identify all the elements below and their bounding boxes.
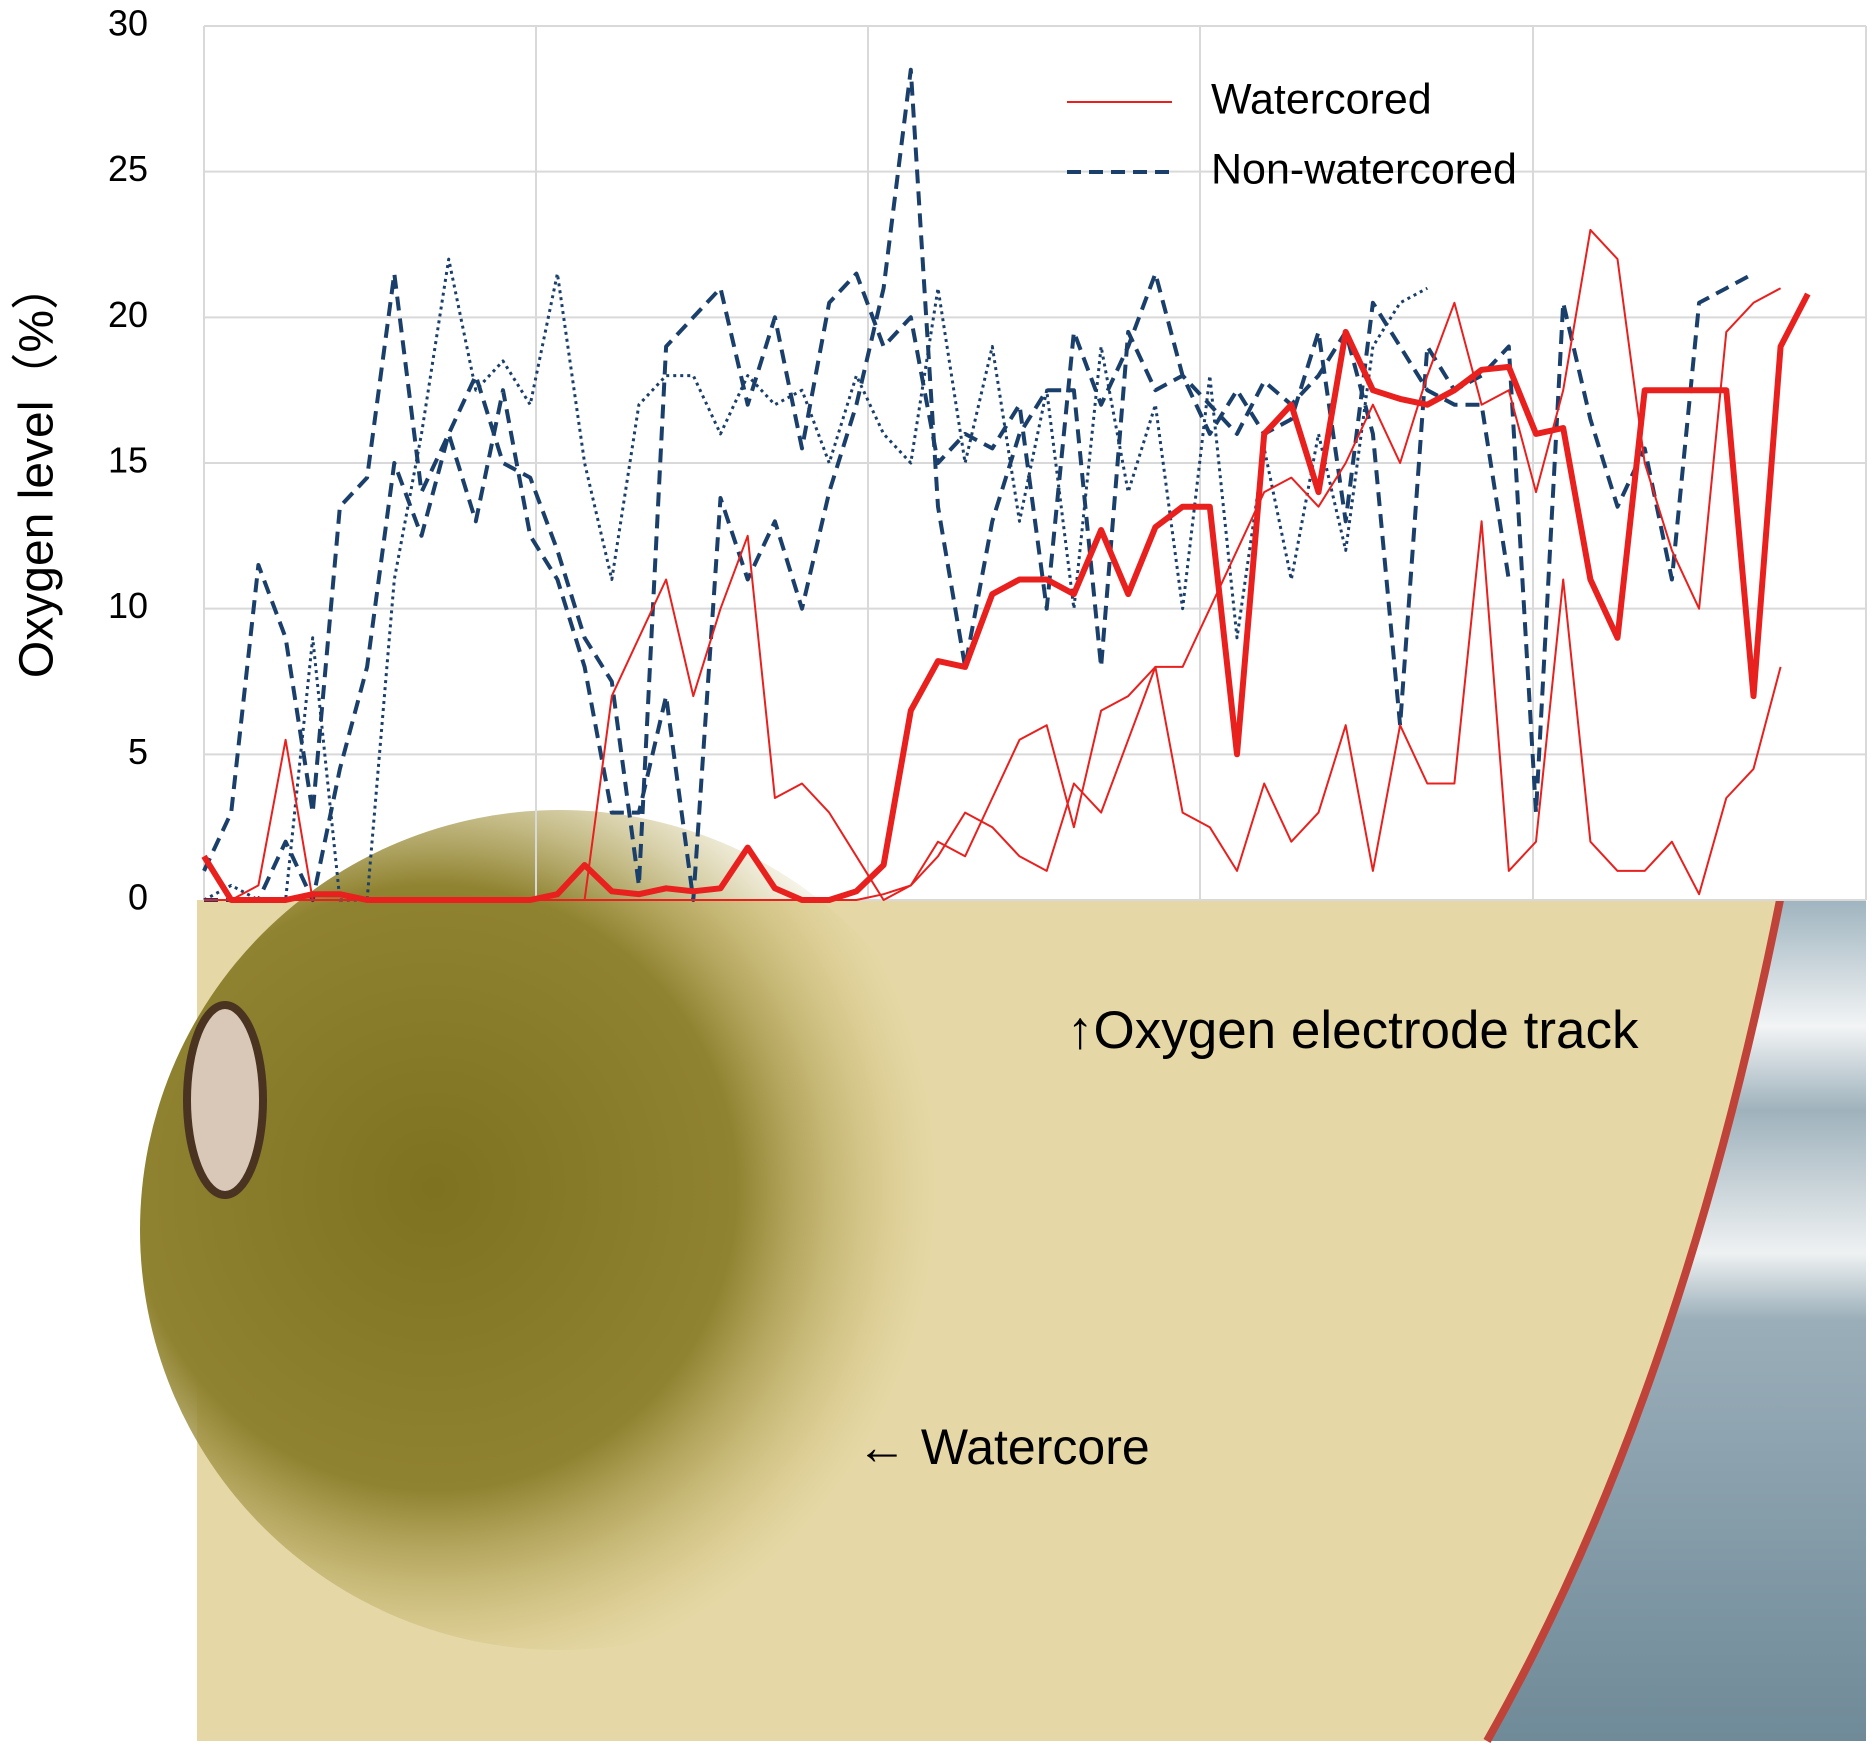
data-line [204, 271, 1511, 902]
data-line [203, 257, 1429, 902]
data-line [204, 228, 1782, 901]
data-line [202, 67, 1755, 902]
annotation: ↑Oxygen electrode track [1067, 1001, 1639, 1060]
data-line [201, 292, 1811, 903]
y-tick-label: 10 [108, 585, 148, 626]
plot-area [203, 25, 1867, 901]
y-tick-label: 20 [108, 294, 148, 335]
legend-label: Non-watercored [1211, 145, 1517, 193]
legend-label: Watercored [1211, 75, 1432, 123]
photo [140, 810, 1866, 1743]
y-axis-label: Oxygen level（%） [11, 262, 64, 678]
y-tick-label: 15 [108, 440, 148, 481]
y-tick-label: 30 [108, 3, 148, 44]
y-tick-label: 0 [128, 877, 148, 918]
y-tick-label: 5 [128, 731, 148, 772]
annotation: ← Watercore [857, 1419, 1150, 1475]
y-tick-label: 25 [108, 148, 148, 189]
